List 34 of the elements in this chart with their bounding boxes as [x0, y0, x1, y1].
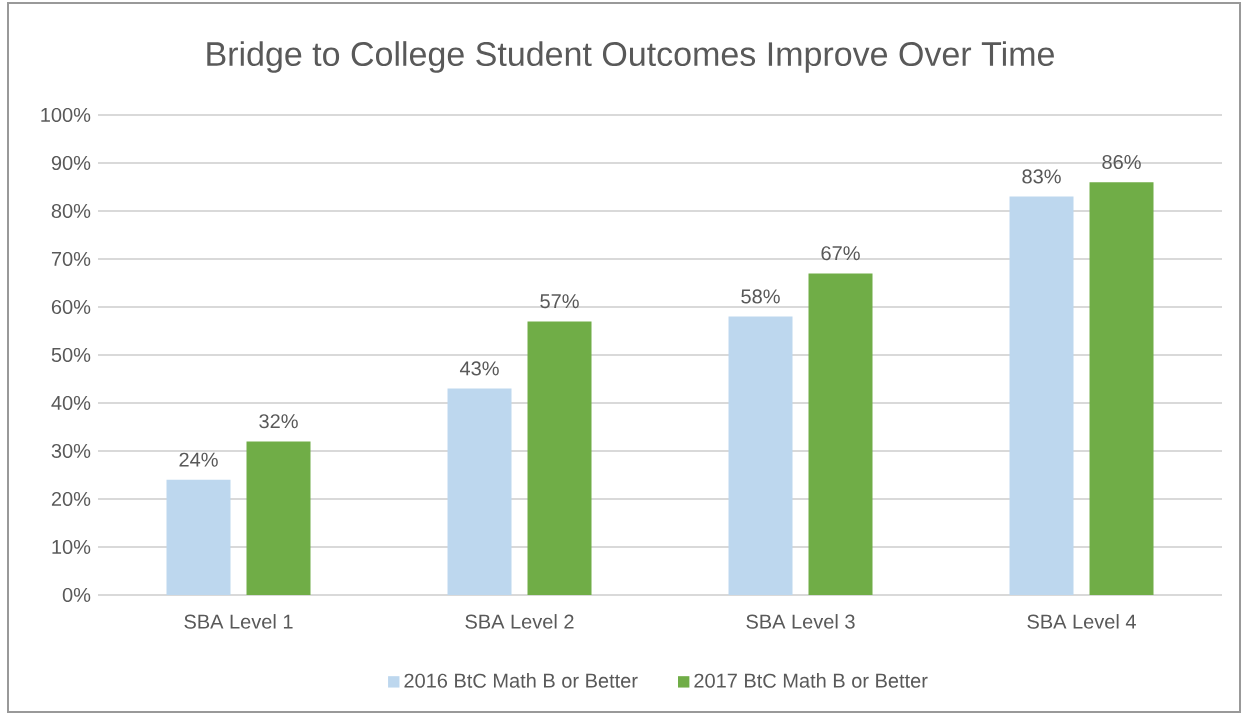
y-tick-label: 80%: [51, 203, 91, 219]
x-tick-label: SBA Level 3: [746, 614, 855, 629]
bar: [527, 321, 592, 595]
x-tick-label: SBA Level 1: [184, 614, 293, 629]
bar: [246, 441, 311, 595]
y-tick-label: 20%: [51, 491, 91, 507]
y-tick-label: 100%: [41, 107, 91, 123]
y-tick-label: 40%: [51, 395, 91, 411]
x-tick-label: SBA Level 4: [1027, 614, 1136, 629]
data-label: 24%: [179, 452, 218, 467]
bar: [1089, 182, 1154, 595]
y-tick-label: 70%: [51, 251, 91, 267]
bar: [166, 479, 231, 595]
bar: [728, 316, 793, 595]
bar: [1009, 196, 1074, 595]
y-tick-label: 60%: [51, 299, 91, 315]
chart-title: Bridge to College Student Outcomes Improve Over Time: [207, 41, 1054, 73]
legend-label: 2016 BtC Math B or Better: [404, 673, 638, 688]
y-tick-label: 0%: [62, 587, 91, 603]
y-tick-label: 50%: [51, 347, 91, 363]
y-tick-label: 30%: [51, 443, 91, 459]
data-label: 83%: [1022, 169, 1061, 184]
data-label: 86%: [1102, 154, 1141, 170]
data-label: 43%: [459, 361, 499, 376]
bar: [808, 273, 873, 595]
data-label: 32%: [259, 414, 298, 429]
x-tick-label: SBA Level 2: [465, 614, 574, 629]
bar: [447, 388, 512, 595]
legend-label: 2017 BtC Math B or Better: [694, 673, 928, 688]
y-tick-label: 90%: [51, 155, 91, 171]
data-label: 57%: [540, 294, 579, 309]
y-tick-label: 10%: [52, 539, 91, 555]
data-label: 58%: [741, 289, 780, 304]
data-label: 67%: [821, 246, 860, 261]
